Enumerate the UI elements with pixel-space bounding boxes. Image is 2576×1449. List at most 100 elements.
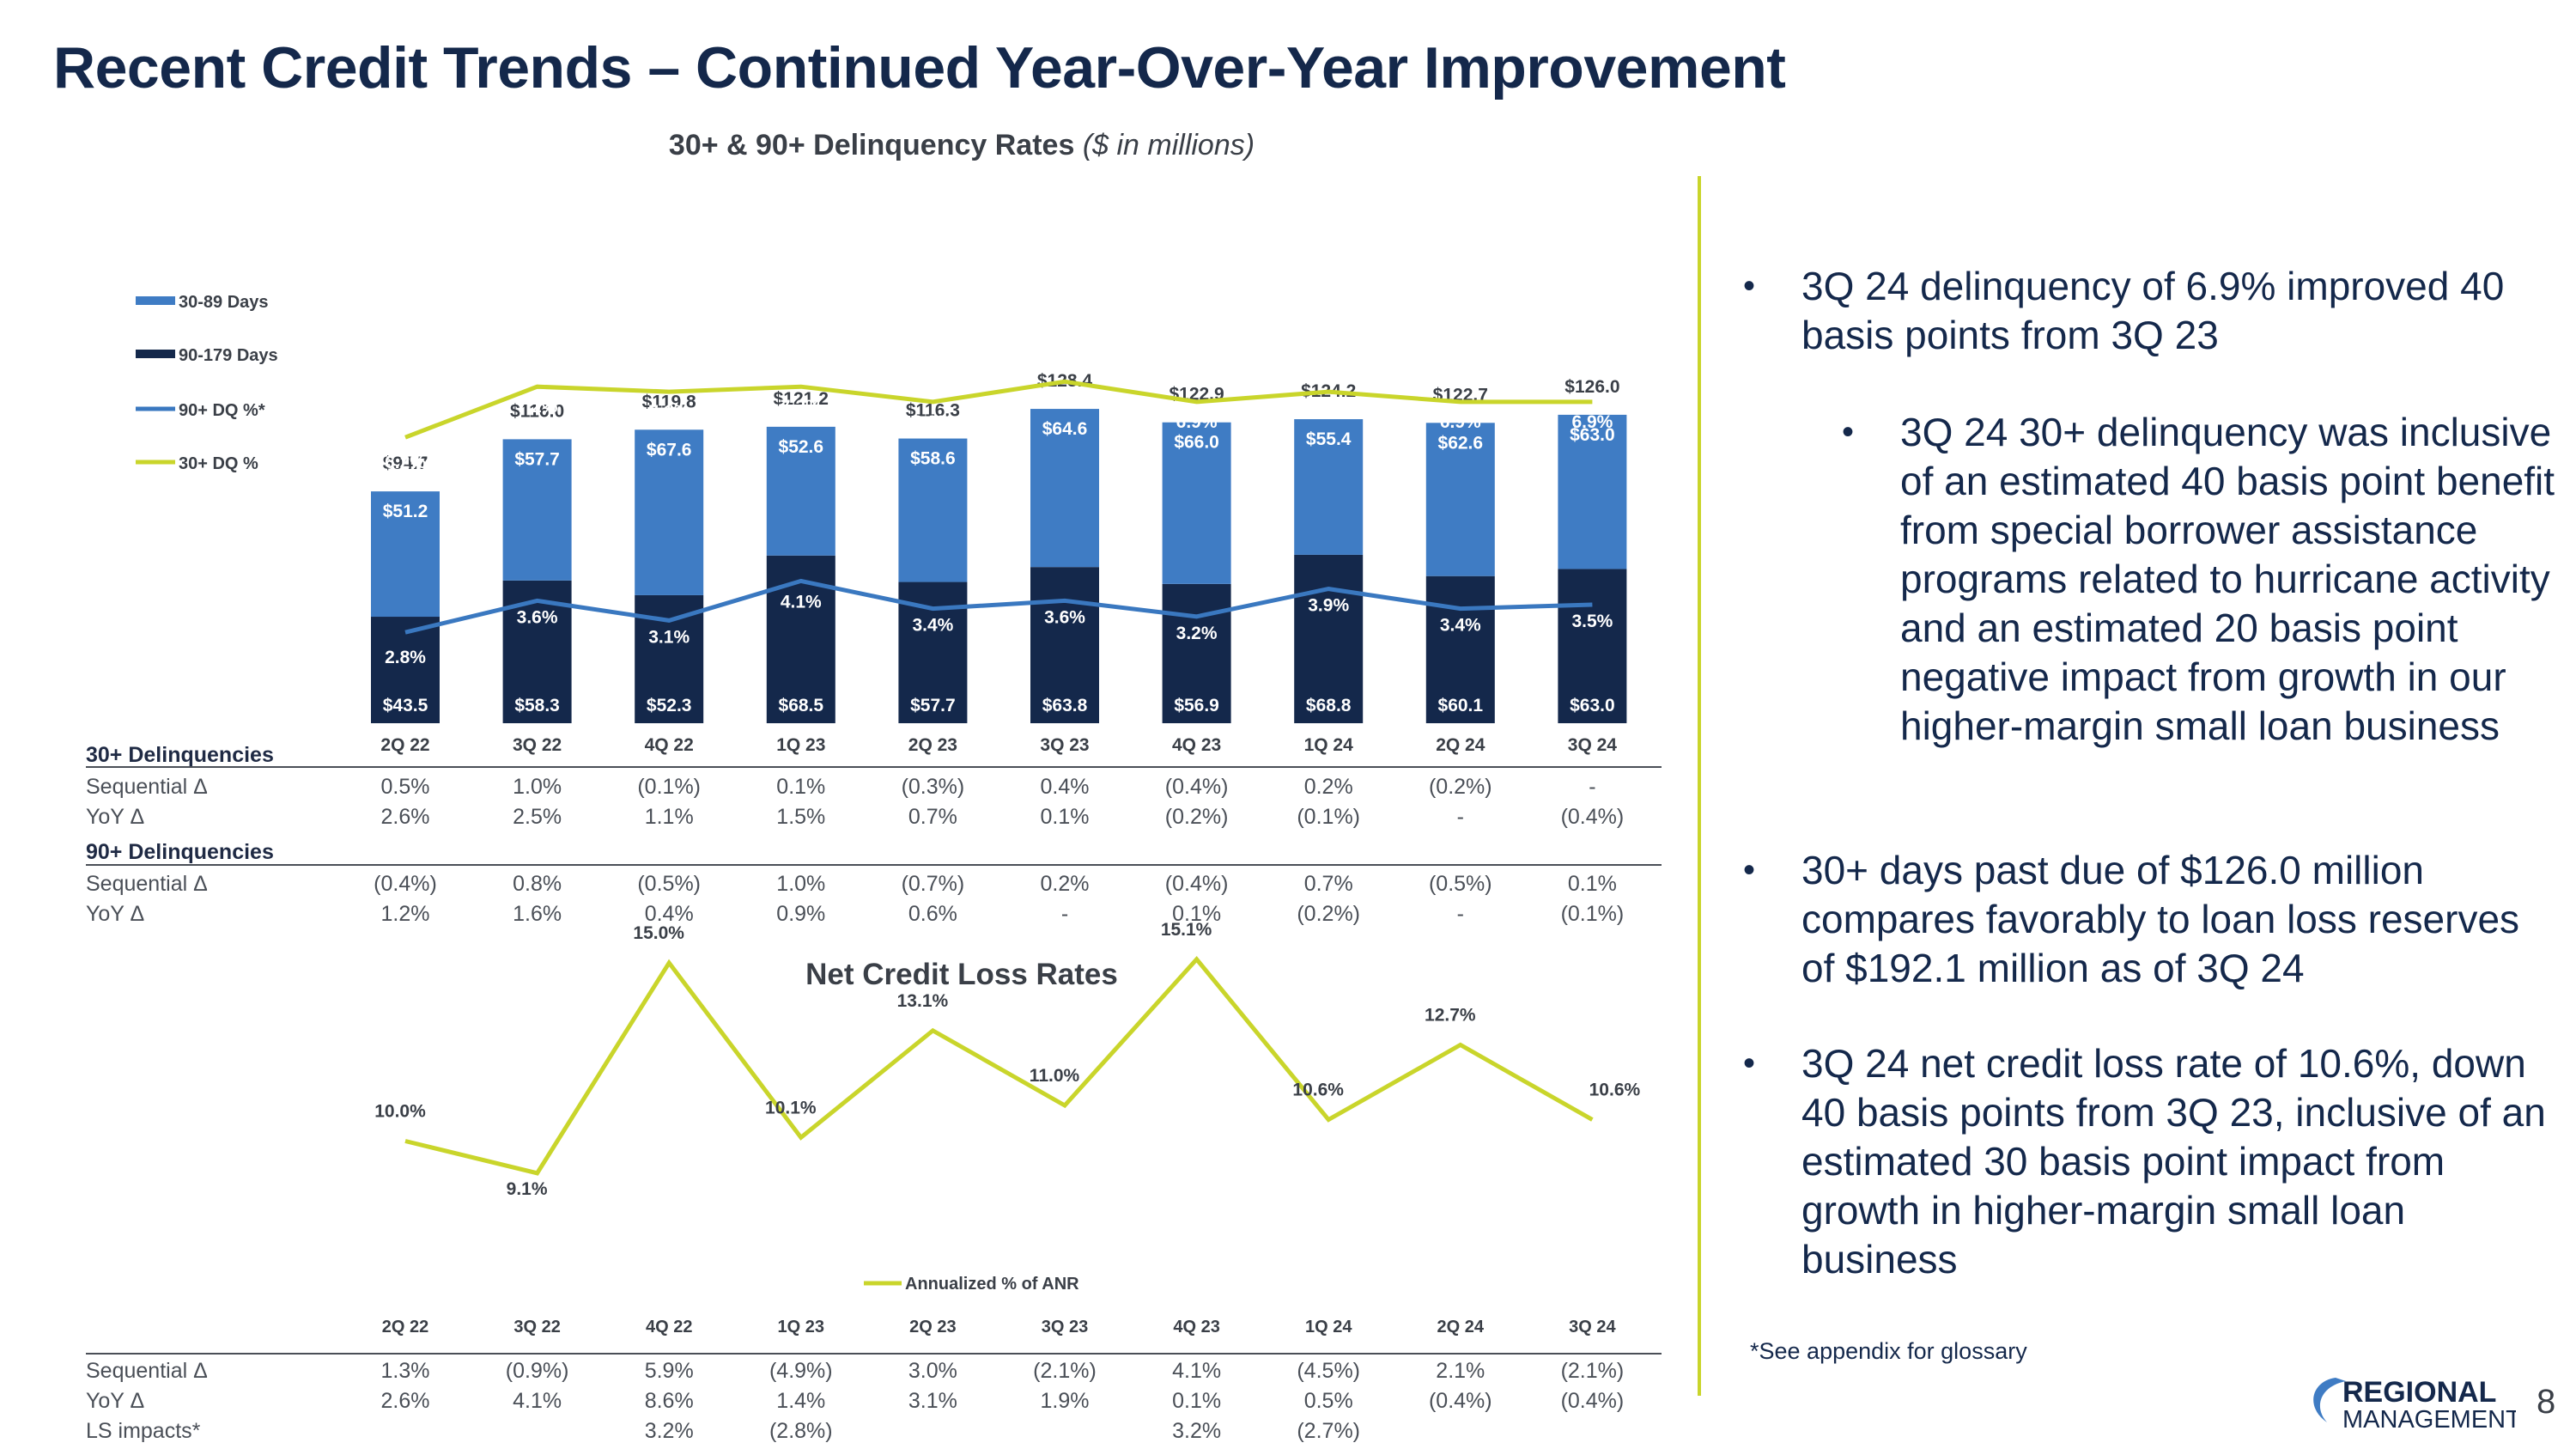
line-ncl (404, 956, 1594, 1176)
dq90-yoy-cell: - (1060, 902, 1069, 926)
bar-30-89-label: $57.7 (514, 449, 560, 469)
company-logo: REGIONAL MANAGEMENT (2301, 1373, 2521, 1437)
ncl-seq-cell: 5.9% (644, 1359, 694, 1383)
bar-90-179 (1162, 583, 1231, 723)
ncl-yoy-cell: (0.4%) (1560, 1389, 1625, 1413)
dq90-label: 3.4% (912, 616, 953, 636)
dq90-yoy-cell: - (1456, 902, 1464, 926)
ncl-yoy-cell: (0.4%) (1428, 1389, 1492, 1413)
ncl-x-tick-label: 4Q 23 (1173, 1318, 1219, 1336)
bar-90-179 (1425, 575, 1495, 723)
legend-swatch (136, 350, 175, 358)
dq30-yoy-cell: 0.1% (1040, 805, 1090, 829)
bar-30-89 (1162, 422, 1231, 584)
dq30-label: 7.2% (517, 397, 558, 417)
bar-30-89 (635, 429, 704, 595)
bar-30-89 (1030, 409, 1099, 568)
dq90-seq-label: Sequential Δ (86, 872, 208, 896)
dq30-yoy-cell: (0.4%) (1560, 805, 1625, 829)
bullet-dot: • (1743, 267, 1756, 305)
ncl-seq-cell: 2.1% (1436, 1359, 1485, 1383)
ncl-x-tick-label: 3Q 22 (513, 1318, 560, 1336)
dq90-label: 3.4% (1440, 616, 1481, 636)
ncl-chart-title: Net Credit Loss Rates (805, 958, 1118, 991)
dq-chart-subtitle: ($ in millions) (1082, 129, 1255, 161)
bar-total-label: $116.3 (906, 401, 960, 421)
dq30-label: 6.9% (912, 412, 953, 432)
line-90-dq (404, 578, 1593, 635)
dq90-yoy-cell: 1.6% (513, 902, 562, 926)
dq90-seq-cell: 0.1% (1567, 872, 1617, 896)
bullet-dot: • (1743, 851, 1756, 889)
bar-90-179-label: $68.5 (779, 696, 824, 715)
ncl-yoy-label: YoY Δ (86, 1389, 145, 1413)
dq30-yoy-cell: - (1456, 805, 1464, 829)
ncl-data-label: 11.0% (1030, 1066, 1080, 1086)
dq90-yoy-cell: 0.4% (644, 902, 694, 926)
bar-90-179-label: $57.7 (910, 696, 956, 715)
bar-30-89-label: $55.4 (1306, 429, 1352, 449)
bar-total-label: $94.7 (383, 454, 428, 473)
x-tick-label: 4Q 22 (645, 735, 694, 755)
dq30-label: 6.9% (1176, 412, 1218, 432)
dq30-seq-cell: - (1589, 775, 1596, 799)
dq-chart-title: 30+ & 90+ Delinquency Rates ($ in millio… (0, 129, 1923, 162)
dq30-seq-cell: 0.5% (380, 775, 430, 799)
dq90-label: 3.5% (1571, 612, 1613, 631)
legend-label: 30-89 Days (179, 293, 269, 312)
ncl-data-label: 10.1% (765, 1098, 817, 1117)
bullet-dot: • (1842, 413, 1855, 451)
x-tick-label: 2Q 24 (1436, 735, 1485, 755)
dq90-yoy-cell: 1.2% (380, 902, 430, 926)
ncl-seq-cell: (0.9%) (505, 1359, 569, 1383)
bar-30-89 (502, 439, 572, 581)
ncl-data-label: 15.1% (1161, 920, 1212, 940)
dq90-yoy-label: YoY Δ (86, 902, 145, 926)
ncl-yoy-cell: 0.5% (1303, 1389, 1353, 1413)
ncl-seq-cell: (4.5%) (1297, 1359, 1360, 1383)
dq90-yoy-cell: 0.1% (1172, 902, 1222, 926)
bar-30-89 (1294, 419, 1364, 555)
dq30-seq-cell: 1.0% (513, 775, 562, 799)
dq90-label: 3.6% (517, 607, 558, 627)
bar-total-label: $119.8 (642, 392, 696, 411)
dq30-header: 30+ Delinquencies (86, 743, 274, 767)
dq90-seq-cell: 0.8% (513, 872, 562, 896)
dq90-header: 90+ Delinquencies (86, 840, 274, 864)
dq30-label: 7.2% (781, 397, 822, 417)
x-tick-label: 2Q 22 (380, 735, 429, 755)
ncl-legend-label: Annualized % of ANR (905, 1275, 1079, 1294)
bar-90-179-label: $63.8 (1042, 696, 1088, 715)
dq30-yoy-cell: 1.1% (644, 805, 694, 829)
bar-90-179-label: $58.3 (514, 696, 560, 715)
bar-90-179 (1558, 569, 1627, 723)
dq-chart-title-main: 30+ & 90+ Delinquency Rates (668, 129, 1075, 161)
ncl-x-tick-label: 2Q 23 (909, 1318, 956, 1336)
ncl-x-tick-label: 3Q 23 (1042, 1318, 1088, 1336)
ncl-seq-cell: (2.1%) (1560, 1359, 1625, 1383)
dq90-yoy-cell: (0.1%) (1560, 902, 1625, 926)
ncl-chart: 10.0% 2Q 22 9.1% 3Q 22 15.0% 4Q 22 10.1% 1Q 23 1… (86, 920, 1662, 1355)
x-tick-label: 4Q 23 (1172, 735, 1221, 755)
bar-90-179-label: $68.8 (1306, 696, 1352, 715)
dq30-label: 7.1% (648, 402, 690, 422)
dq30-seq-cell: (0.1%) (637, 775, 701, 799)
ncl-seq-cell: (2.1%) (1033, 1359, 1097, 1383)
vertical-divider (1698, 176, 1701, 1396)
ncl-data-label: 9.1% (507, 1179, 548, 1199)
dq30-label: 7.3% (1044, 392, 1085, 411)
dq30-yoy-label: YoY Δ (86, 805, 145, 829)
ncl-seq-cell: 4.1% (1172, 1359, 1222, 1383)
bar-30-89 (1425, 423, 1495, 576)
bar-30-89-label: $62.6 (1438, 433, 1484, 453)
dq90-seq-cell: 0.7% (1303, 872, 1353, 896)
dq90-seq-cell: (0.4%) (374, 872, 437, 896)
dq30-yoy-cell: 2.6% (380, 805, 430, 829)
dq90-seq-cell: (0.4%) (1164, 872, 1229, 896)
ncl-data-label: 12.7% (1425, 1005, 1476, 1025)
bullet-1-text: 3Q 24 delinquency of 6.9% improved 40 ba… (1801, 264, 2505, 357)
bar-30-89-label: $64.6 (1042, 419, 1088, 439)
bar-90-179 (1294, 554, 1364, 723)
dq30-seq-cell: (0.2%) (1428, 775, 1492, 799)
dq90-yoy-cell: (0.2%) (1297, 902, 1360, 926)
